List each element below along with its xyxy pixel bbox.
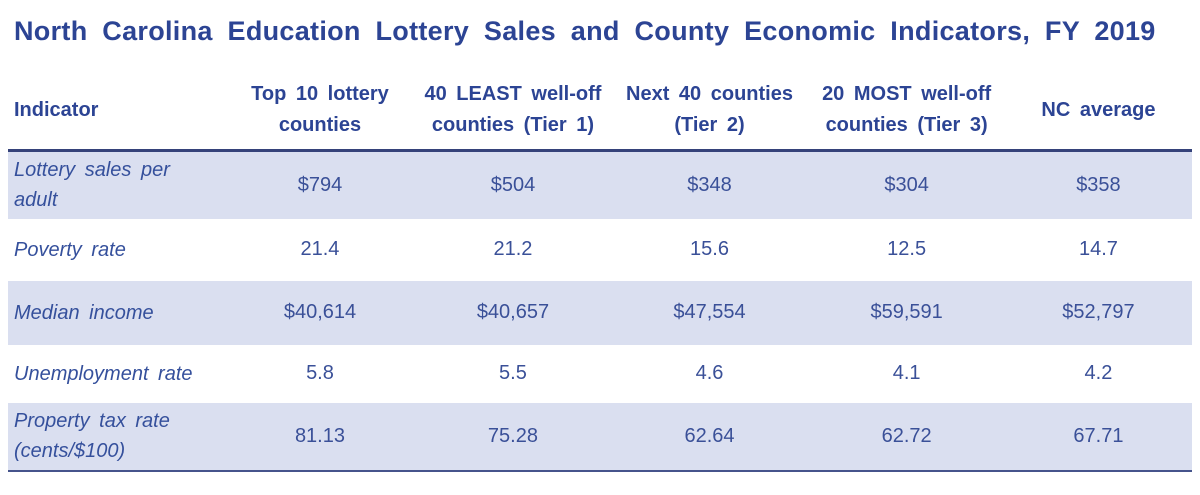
row-label: Poverty rate [14,238,126,261]
cell-value: 5.5 [499,362,527,384]
table-header: Indicator Top 10 lottery counties 40 LEA… [8,71,1192,152]
cell-value: 4.2 [1084,362,1113,384]
cell-value: 15.6 [690,238,729,260]
cell-value: $794 [297,173,343,196]
cell-value: $504 [490,173,536,196]
cell-value: 4.1 [892,362,921,384]
column-header-indicator: Indicator [8,71,225,152]
row-label: Lottery sales per adult [14,159,170,212]
cell-value: 81.13 [294,424,345,447]
column-header-nc-average: NC average [1004,71,1192,152]
table-row-property-tax-rate: Property tax rate (cents/$100) 81.13 75.… [8,402,1192,471]
column-header-top10: Top 10 lottery counties [224,71,416,152]
table-row-median-income: Median income $40,614 $40,657 $47,554 $5… [8,280,1192,345]
indicators-table: Indicator Top 10 lottery counties 40 LEA… [8,71,1192,472]
row-label: Median income [14,301,154,324]
header-row: Indicator Top 10 lottery counties 40 LEA… [8,71,1192,152]
column-header-tier1: 40 LEAST well-off counties (Tier 1) [415,71,611,152]
cell-value: $358 [1076,173,1121,196]
cell-value: $40,614 [283,301,357,323]
cell-value: 75.28 [487,424,538,447]
cell-value: 21.4 [300,238,340,260]
row-label: Property tax rate (cents/$100) [14,410,170,462]
table-row-lottery-sales: Lottery sales per adult $794 $504 $348 $… [8,150,1192,219]
column-header-tier2: Next 40 counties (Tier 2) [610,71,809,152]
row-label: Unemployment rate [14,362,193,385]
cell-value: 14.7 [1078,238,1118,260]
cell-value: 12.5 [887,238,927,260]
table-row-unemployment-rate: Unemployment rate 5.8 5.5 4.6 4.1 4.2 [8,345,1192,403]
table-body: Lottery sales per adult $794 $504 $348 $… [8,150,1192,471]
cell-value: 21.2 [493,238,533,260]
cell-value: $47,554 [673,301,746,323]
cell-value: $52,797 [1062,301,1135,323]
table-row-poverty-rate: Poverty rate 21.4 21.2 15.6 12.5 14.7 [8,219,1192,281]
cell-value: 5.8 [306,362,334,384]
cell-value: $40,657 [476,301,550,323]
cell-value: $59,591 [870,301,943,323]
page-title: North Carolina Education Lottery Sales a… [14,16,1156,46]
cell-value: $304 [884,173,929,196]
cell-value: 67.71 [1073,424,1124,447]
table-container: Indicator Top 10 lottery counties 40 LEA… [8,71,1192,472]
cell-value: 62.64 [684,424,735,447]
column-header-tier3: 20 MOST well-off counties (Tier 3) [808,71,1005,152]
cell-value: 62.72 [881,424,932,447]
cell-value: $348 [687,173,732,196]
cell-value: 4.6 [695,362,724,384]
page: North Carolina Education Lottery Sales a… [0,16,1200,495]
